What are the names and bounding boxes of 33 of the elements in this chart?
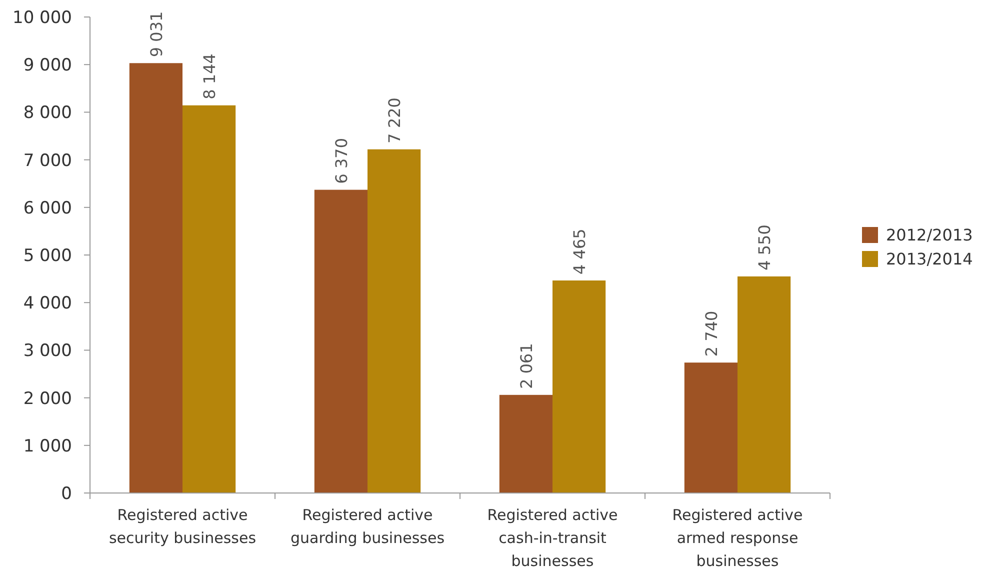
data-label: 4 465 (570, 228, 590, 274)
y-tick-label: 8 000 (23, 103, 72, 124)
y-tick-label: 6 000 (23, 198, 72, 218)
bar (368, 149, 421, 493)
y-tick-label: 1 000 (23, 436, 72, 456)
data-label: 9 031 (146, 11, 166, 58)
data-label: 2 740 (702, 310, 721, 357)
bar (129, 63, 182, 493)
y-tick-label: 2 000 (23, 388, 72, 409)
x-tick-label: Registered active cash-in-transit businesses (487, 506, 618, 570)
x-tick-label: Registered active guarding businesses (290, 506, 445, 547)
y-tick-label: 9 000 (23, 56, 72, 76)
data-label: 6 370 (332, 138, 351, 184)
y-tick-label: 10 000 (12, 8, 72, 28)
bar (552, 280, 606, 493)
bar (738, 276, 791, 493)
data-label: 7 220 (385, 98, 404, 144)
y-tick-label: 5 000 (23, 246, 72, 266)
data-label: 8 144 (200, 54, 220, 100)
y-tick-label: 3 000 (23, 341, 72, 362)
legend-label: 2013/2014 (886, 250, 973, 269)
y-tick-label: 0 (61, 484, 72, 504)
bar (499, 394, 552, 493)
y-tick-label: 4 000 (23, 294, 72, 314)
data-label: 4 550 (755, 224, 774, 270)
bar (684, 362, 738, 493)
x-tick-label: Registered active security businesses (108, 506, 256, 547)
bar (314, 190, 368, 493)
x-tick-label: Registered active armed response businesses (672, 506, 803, 570)
legend-label: 2012/2013 (886, 226, 973, 245)
data-label: 2 061 (516, 343, 536, 389)
y-tick-label: 7 000 (23, 150, 72, 171)
bar (182, 105, 236, 493)
